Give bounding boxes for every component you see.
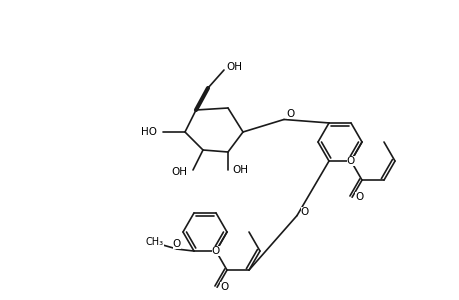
Text: O: O (346, 156, 354, 166)
Text: OH: OH (225, 62, 241, 72)
Text: CH₃: CH₃ (146, 237, 164, 247)
Text: O: O (286, 110, 295, 119)
Text: HO: HO (141, 127, 157, 137)
Text: OH: OH (171, 167, 187, 177)
Text: O: O (219, 282, 228, 292)
Text: OH: OH (231, 165, 247, 175)
Text: O: O (212, 246, 220, 256)
Text: O: O (354, 192, 363, 202)
Text: O: O (173, 239, 181, 249)
Text: O: O (300, 207, 308, 217)
